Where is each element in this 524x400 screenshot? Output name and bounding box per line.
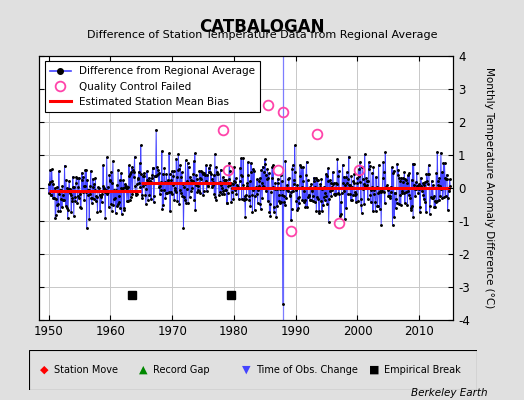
Text: Empirical Break: Empirical Break: [384, 365, 461, 375]
Text: Berkeley Earth: Berkeley Earth: [411, 388, 487, 398]
Text: Record Gap: Record Gap: [153, 365, 210, 375]
Text: CATBALOGAN: CATBALOGAN: [199, 18, 325, 36]
Text: Time of Obs. Change: Time of Obs. Change: [256, 365, 358, 375]
Text: ■: ■: [368, 365, 379, 375]
Text: ◆: ◆: [40, 365, 49, 375]
Text: ▲: ▲: [139, 365, 147, 375]
Y-axis label: Monthly Temperature Anomaly Difference (°C): Monthly Temperature Anomaly Difference (…: [484, 67, 494, 309]
Legend: Difference from Regional Average, Quality Control Failed, Estimated Station Mean: Difference from Regional Average, Qualit…: [45, 61, 260, 112]
Text: Difference of Station Temperature Data from Regional Average: Difference of Station Temperature Data f…: [87, 30, 437, 40]
Text: ▼: ▼: [242, 365, 250, 375]
Text: Station Move: Station Move: [54, 365, 118, 375]
